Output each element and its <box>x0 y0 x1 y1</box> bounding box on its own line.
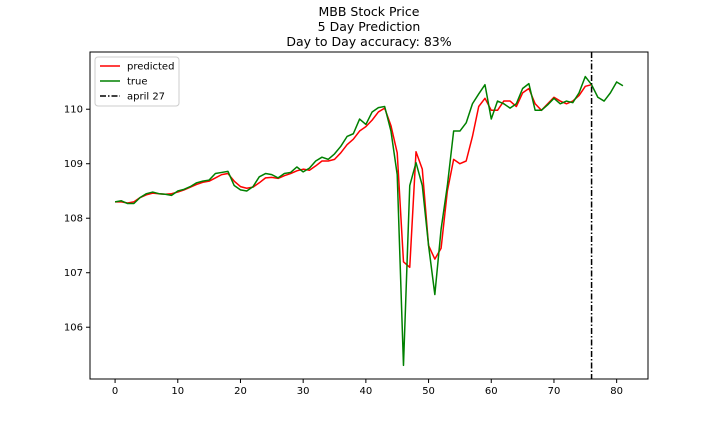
chart-title-line-1: MBB Stock Price <box>319 4 420 19</box>
y-tick-label-110: 110 <box>64 105 83 116</box>
series-line-predicted <box>115 83 592 269</box>
legend: predicted true april 27 <box>94 56 180 107</box>
y-axis: 106 107 108 109 110 <box>64 105 90 334</box>
x-tick-label-60: 60 <box>485 386 498 397</box>
x-tick-label-20: 20 <box>234 386 247 397</box>
chart-title-line-2: 5 Day Prediction <box>318 19 421 34</box>
x-tick-label-80: 80 <box>610 386 623 397</box>
legend-label-april-27: april 27 <box>127 92 165 103</box>
plot-frame <box>89 51 649 380</box>
y-tick-label-106: 106 <box>64 323 83 334</box>
x-tick-label-0: 0 <box>112 386 118 397</box>
legend-box <box>94 56 180 107</box>
chart-title-line-3: Day to Day accuracy: 83% <box>286 34 451 49</box>
x-tick-label-50: 50 <box>422 386 435 397</box>
legend-label-true: true <box>127 77 148 88</box>
y-tick-label-108: 108 <box>64 214 83 225</box>
legend-label-predicted: predicted <box>127 62 174 73</box>
y-tick-label-107: 107 <box>64 268 83 279</box>
x-axis: 0 10 20 30 40 50 60 70 80 <box>112 379 623 397</box>
x-tick-label-10: 10 <box>171 386 184 397</box>
x-tick-label-40: 40 <box>359 386 372 397</box>
x-tick-label-30: 30 <box>297 386 310 397</box>
series-layer <box>114 75 624 367</box>
series-line-true <box>114 75 624 367</box>
x-tick-label-70: 70 <box>548 386 561 397</box>
y-tick-label-109: 109 <box>64 159 83 170</box>
